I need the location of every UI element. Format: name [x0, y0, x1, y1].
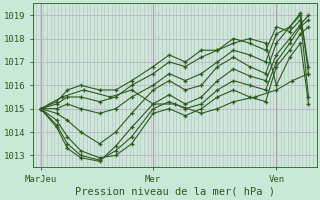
X-axis label: Pression niveau de la mer( hPa ): Pression niveau de la mer( hPa ): [75, 187, 275, 197]
